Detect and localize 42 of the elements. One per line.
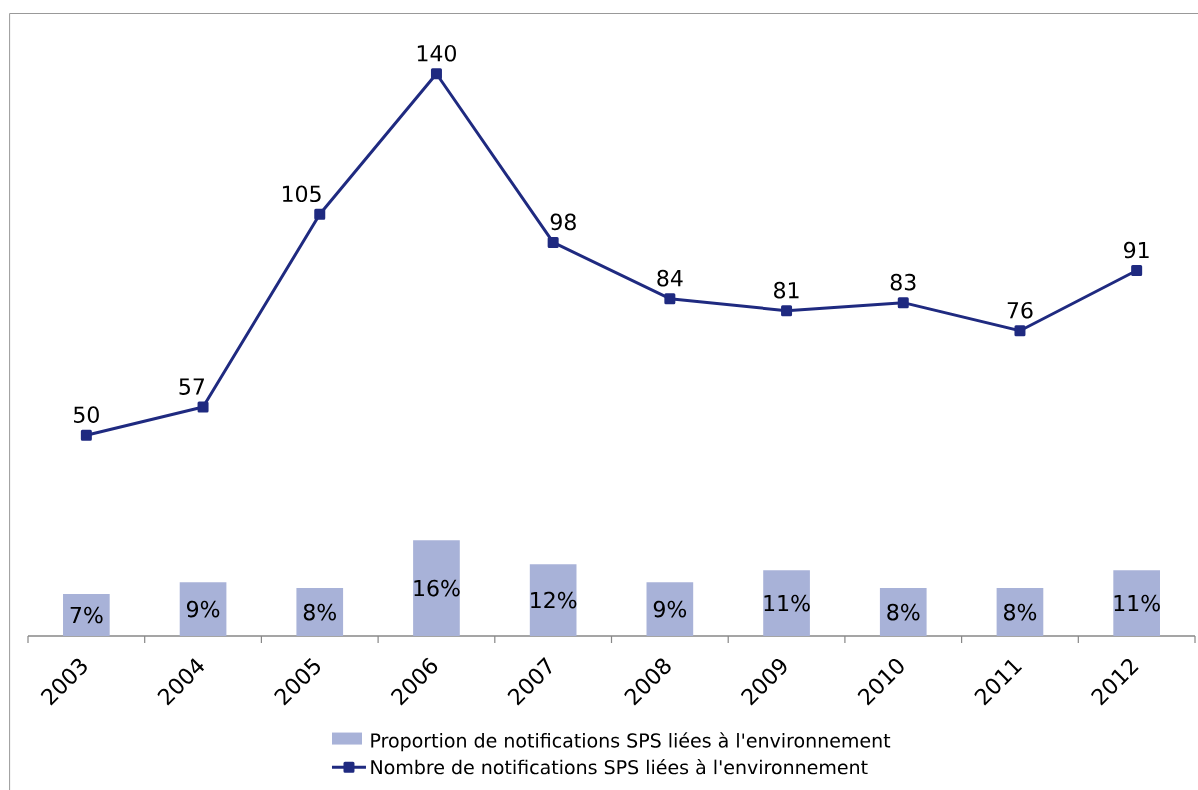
data-label: 84	[657, 269, 683, 287]
data-label: 91	[1124, 241, 1149, 259]
bar	[413, 540, 460, 636]
data-label: 81	[774, 281, 799, 299]
data-label: 11%	[764, 594, 810, 612]
point	[80, 429, 92, 441]
bar	[179, 582, 227, 636]
bar	[1113, 570, 1160, 636]
data-label: 140	[417, 44, 456, 62]
point	[430, 68, 442, 80]
point	[197, 401, 209, 413]
legend-label: Nombre de notifications SPS liées à l'environnement	[371, 758, 868, 775]
legend-label: Proportion de notifications SPS liées à l'environnement	[371, 732, 891, 752]
point	[664, 293, 676, 305]
data-label: 8%	[303, 603, 336, 621]
data-label: 9%	[653, 600, 687, 618]
point	[314, 208, 326, 220]
point	[897, 297, 909, 309]
point	[1014, 325, 1026, 337]
data-label: 98	[550, 213, 576, 231]
bar	[763, 570, 810, 636]
bar	[63, 594, 110, 636]
data-label: 105	[282, 185, 321, 203]
data-label: 76	[1007, 301, 1033, 319]
point	[547, 236, 559, 248]
bar	[296, 588, 344, 636]
data-label: 9%	[186, 600, 220, 618]
data-label: 8%	[1004, 603, 1037, 621]
data-label: 12%	[531, 591, 577, 609]
bar	[996, 588, 1044, 636]
data-label: 11%	[1114, 594, 1160, 612]
data-label: 83	[890, 273, 916, 291]
point	[1131, 265, 1143, 277]
data-label: 57	[179, 378, 204, 395]
data-label: 16%	[414, 579, 460, 597]
bar	[646, 582, 694, 636]
data-label: 50	[74, 406, 99, 423]
data-label: 8%	[887, 603, 920, 621]
point	[781, 305, 793, 317]
bar	[879, 588, 927, 636]
bar	[529, 564, 577, 636]
data-label: 7%	[70, 606, 103, 624]
